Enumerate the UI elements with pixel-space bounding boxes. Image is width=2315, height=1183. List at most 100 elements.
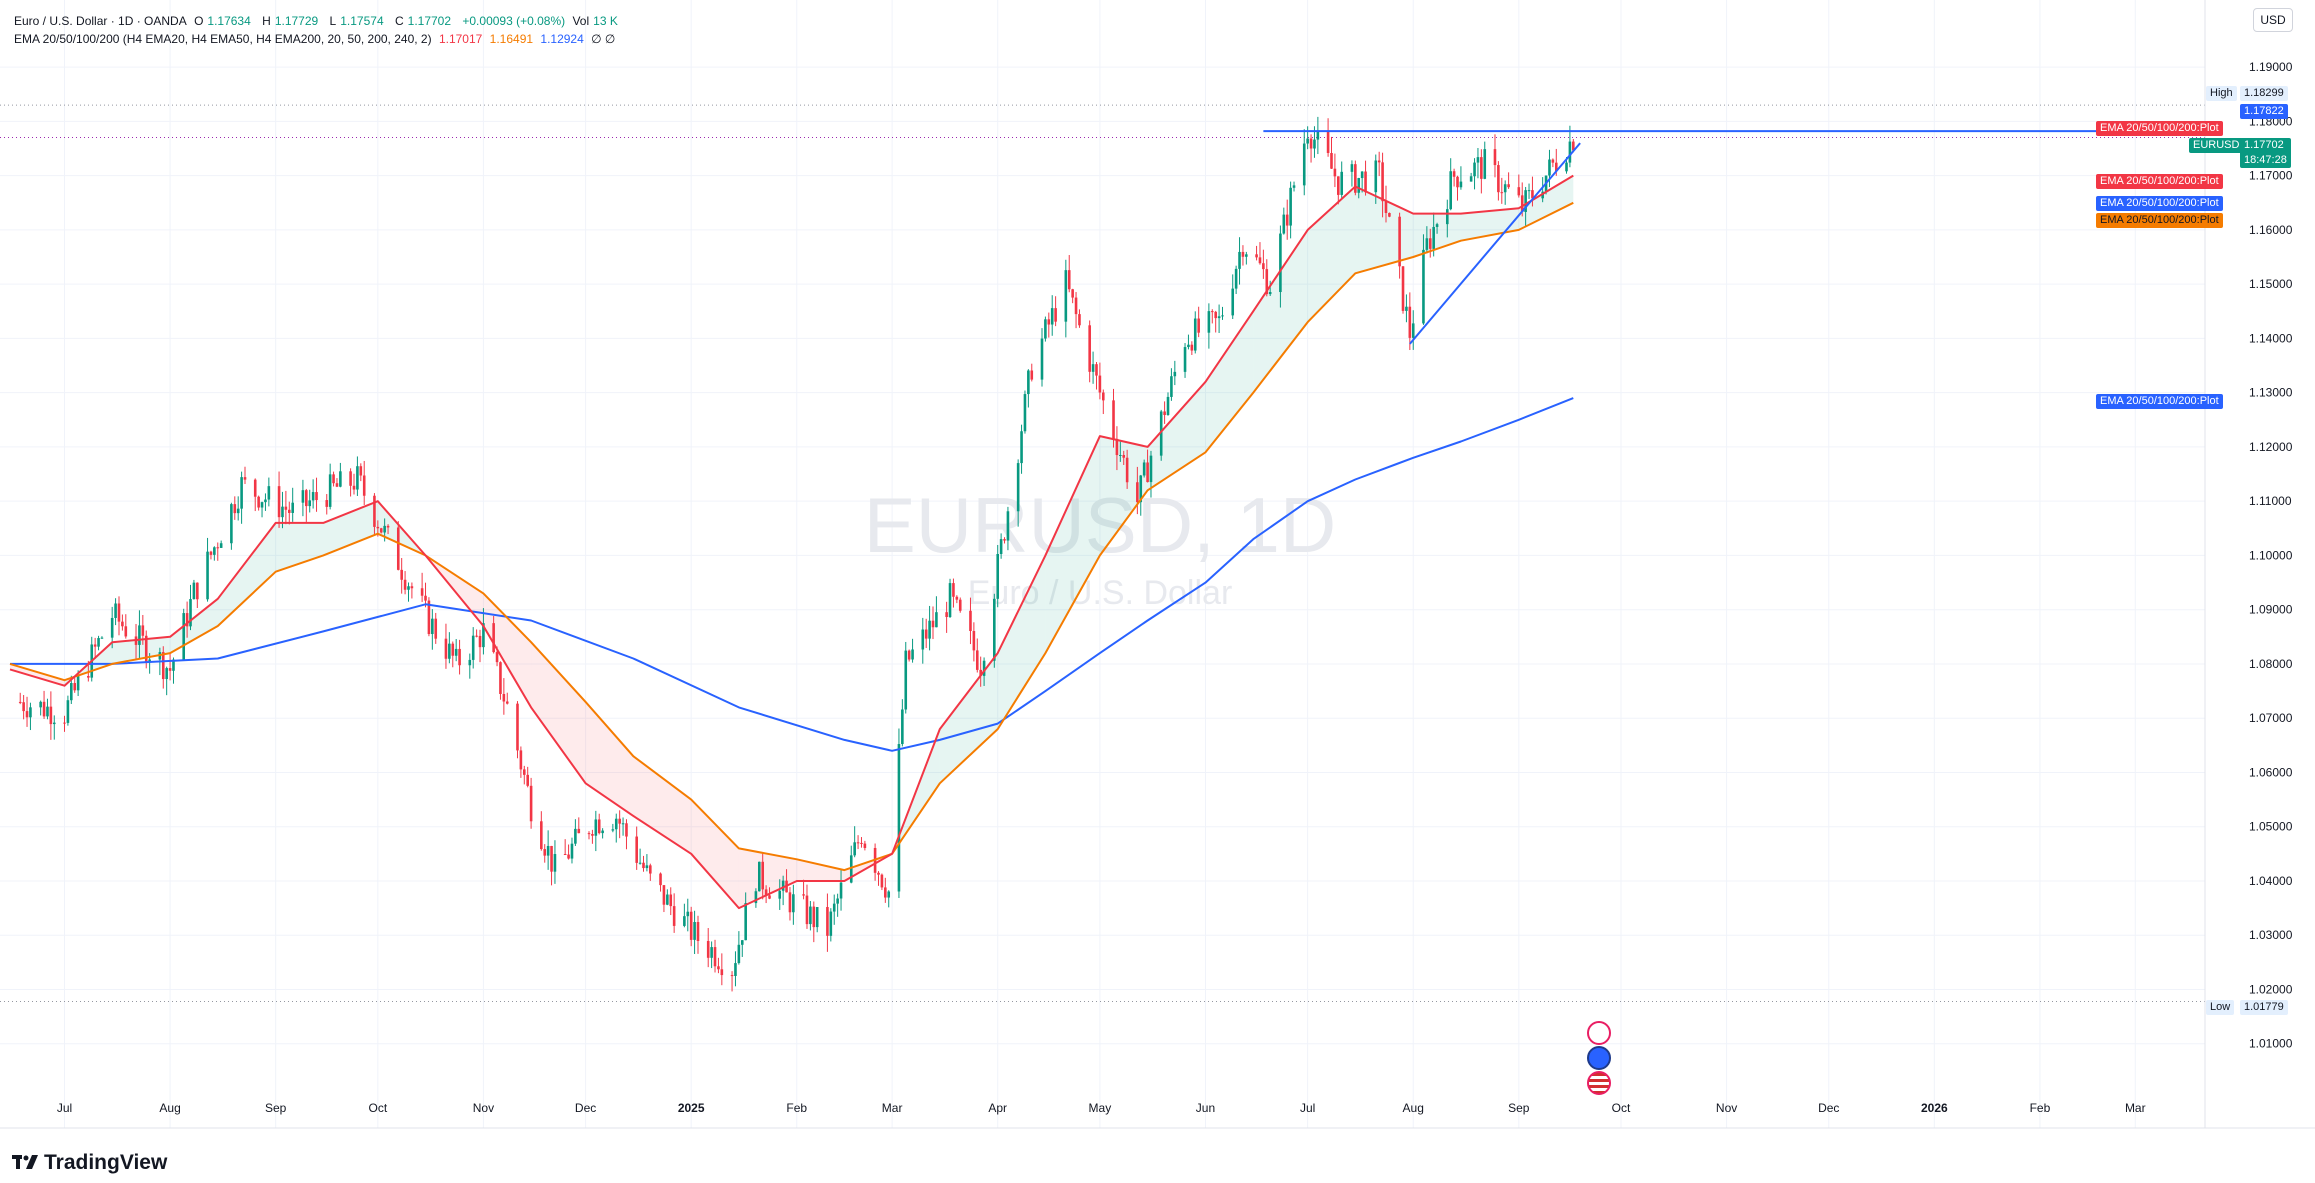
candle-body: [454, 648, 458, 656]
candle-body: [291, 502, 294, 513]
us-flag-event-icon[interactable]: [1587, 1071, 1611, 1095]
candle-body: [410, 586, 414, 589]
candle-body: [1411, 323, 1415, 338]
candle-body: [849, 855, 853, 883]
candle-body: [1374, 160, 1378, 193]
candle-body: [1238, 251, 1241, 269]
candle-body: [740, 940, 744, 945]
candle-body: [1064, 270, 1068, 322]
candle-body: [1268, 292, 1272, 295]
candle-body: [233, 504, 237, 514]
legend-symbol[interactable]: Euro / U.S. Dollar · 1D · OANDA: [14, 14, 187, 28]
ema-indicator-title[interactable]: EMA 20/50/100/200 (H4 EMA20, H4 EMA50, H…: [14, 32, 432, 46]
candle-body: [1473, 162, 1476, 177]
candle-body: [281, 506, 284, 518]
candle-body: [1282, 214, 1286, 234]
candle-body: [407, 586, 410, 590]
l-label: L: [329, 14, 337, 28]
candle-body: [734, 963, 737, 976]
candle-body: [124, 626, 128, 637]
y-tick-label: 1.12000: [2249, 440, 2293, 454]
candle-body: [1023, 394, 1027, 432]
candle-body: [621, 823, 625, 825]
candle-body: [478, 635, 482, 648]
candle-body: [921, 629, 925, 650]
currency-button[interactable]: USD: [2253, 8, 2293, 32]
candle-body: [686, 911, 690, 917]
candle-body: [1445, 209, 1449, 225]
candle-body: [277, 486, 281, 518]
low-tag-label: Low: [2206, 1000, 2235, 1015]
candle-body: [76, 675, 80, 691]
candle-body: [400, 569, 403, 580]
candle-body: [161, 652, 165, 680]
candle-body: [1565, 162, 1568, 172]
candle-body: [335, 483, 339, 487]
candle-body: [444, 638, 448, 659]
candle-body: [778, 890, 782, 899]
chart-legend: Euro / U.S. Dollar · 1D · OANDA O 1.17634…: [14, 12, 626, 48]
candle-body: [253, 479, 257, 497]
ema-cloud-segment: [170, 598, 218, 654]
candle-body: [614, 818, 618, 830]
tradingview-logo[interactable]: TradingView: [12, 1151, 167, 1175]
x-tick-label: Jul: [1300, 1101, 1315, 1115]
high-tag-value: 1.18299: [2240, 86, 2288, 101]
l-value: 1.17574: [340, 14, 384, 28]
candle-body: [189, 599, 192, 627]
candle-body: [66, 700, 70, 723]
candle-body: [1408, 306, 1412, 338]
candle-body: [1078, 314, 1081, 326]
ema200-line: [10, 397, 1574, 752]
candle-body: [1422, 249, 1425, 324]
candle-body: [1217, 316, 1221, 319]
x-tick-label: Aug: [1403, 1101, 1424, 1115]
brand-name: TradingView: [44, 1151, 168, 1174]
drawings[interactable]: [1263, 130, 2200, 345]
candle-body: [591, 834, 594, 836]
candle-body: [924, 629, 928, 639]
candle-body: [46, 706, 49, 717]
candle-body: [63, 722, 66, 724]
globe-event-icon[interactable]: [1587, 1046, 1611, 1070]
candle-body: [427, 600, 431, 635]
ema-cloud-segment: [796, 859, 845, 881]
x-tick-label: Jun: [1196, 1101, 1215, 1115]
lightning-event-icon[interactable]: [1587, 1021, 1611, 1045]
time-axis[interactable]: Jul Aug Sep Oct Nov Dec 2025 Feb Mar Apr May Jun Jul…: [0, 1101, 2315, 1129]
candle-body: [1197, 318, 1200, 333]
legend-ohlc-row: Euro / U.S. Dollar · 1D · OANDA O 1.17634…: [14, 12, 626, 30]
candle-body: [887, 891, 891, 898]
candle-body: [1262, 263, 1265, 270]
candle-body: [1095, 364, 1098, 376]
candle-body: [1166, 396, 1170, 416]
candle-body: [1279, 233, 1282, 293]
x-tick-label: Jul: [57, 1101, 72, 1115]
x-tick-label: Nov: [1716, 1101, 1737, 1115]
candle-body: [1003, 539, 1006, 541]
candle-body: [1350, 164, 1354, 172]
y-tick-label: 1.07000: [2249, 711, 2293, 725]
y-tick-label: 1.05000: [2249, 820, 2293, 834]
ema-cloud-segment: [1413, 213, 1461, 258]
ema-cloud-segment: [112, 636, 171, 664]
price-axis[interactable]: 1.190001.180001.170001.160001.150001.140…: [2204, 0, 2293, 1128]
y-tick-label: 1.13000: [2249, 386, 2293, 400]
candle-body: [431, 618, 434, 635]
y-tick-label: 1.15000: [2249, 277, 2293, 291]
candle-body: [1360, 171, 1364, 179]
candle-body: [213, 547, 216, 555]
candle-body: [1285, 214, 1289, 226]
ema-cloud-segment: [1147, 381, 1206, 491]
ema-cloud-segment: [691, 799, 739, 909]
candle-body: [1136, 482, 1139, 503]
candle-body: [1548, 159, 1551, 176]
candle-body: [1210, 311, 1214, 313]
candle-body: [386, 525, 390, 528]
candle-body: [815, 907, 819, 928]
y-tick-label: 1.17000: [2249, 169, 2293, 183]
candle-body: [563, 854, 567, 856]
ema20-line: [9, 174, 1574, 910]
candle-body: [1456, 176, 1459, 188]
